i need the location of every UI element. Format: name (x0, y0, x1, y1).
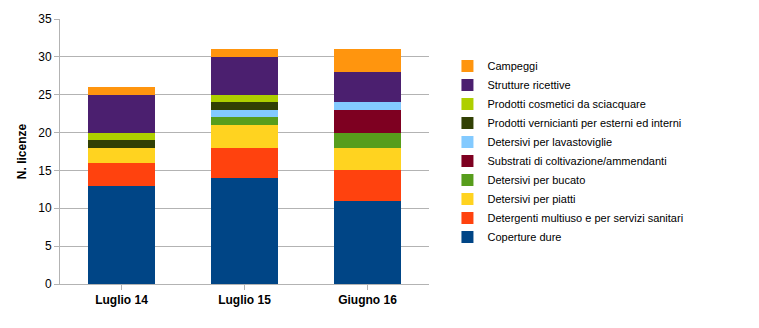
svg-text:0: 0 (45, 277, 52, 291)
svg-text:Prodotti cosmetici da sciacqua: Prodotti cosmetici da sciacquare (487, 98, 645, 110)
svg-text:Strutture ricettive: Strutture ricettive (487, 79, 570, 91)
svg-text:N. licenze: N. licenze (15, 124, 29, 180)
svg-text:15: 15 (38, 164, 52, 178)
svg-text:10: 10 (38, 201, 52, 215)
svg-text:Campeggi: Campeggi (487, 60, 537, 72)
svg-text:35: 35 (38, 12, 52, 26)
svg-text:Luglio 15: Luglio 15 (218, 293, 271, 307)
svg-text:20: 20 (38, 126, 52, 140)
svg-text:Luglio 14: Luglio 14 (95, 293, 148, 307)
svg-text:25: 25 (38, 88, 52, 102)
svg-text:5: 5 (45, 239, 52, 253)
svg-text:Detersivi per bucato: Detersivi per bucato (487, 174, 585, 186)
svg-text:Detersivi per lavastoviglie: Detersivi per lavastoviglie (487, 136, 612, 148)
svg-text:Prodotti vernicianti per ester: Prodotti vernicianti per esterni ed inte… (487, 117, 681, 129)
svg-text:Substrati di coltivazione/amme: Substrati di coltivazione/ammendanti (487, 155, 666, 167)
svg-text:Detersivi per piatti: Detersivi per piatti (487, 193, 575, 205)
svg-text:Giugno 16: Giugno 16 (338, 293, 397, 307)
svg-text:30: 30 (38, 50, 52, 64)
svg-text:Detergenti multiuso e per serv: Detergenti multiuso e per servizi sanita… (487, 212, 683, 224)
svg-text:Coperture dure: Coperture dure (487, 231, 561, 243)
